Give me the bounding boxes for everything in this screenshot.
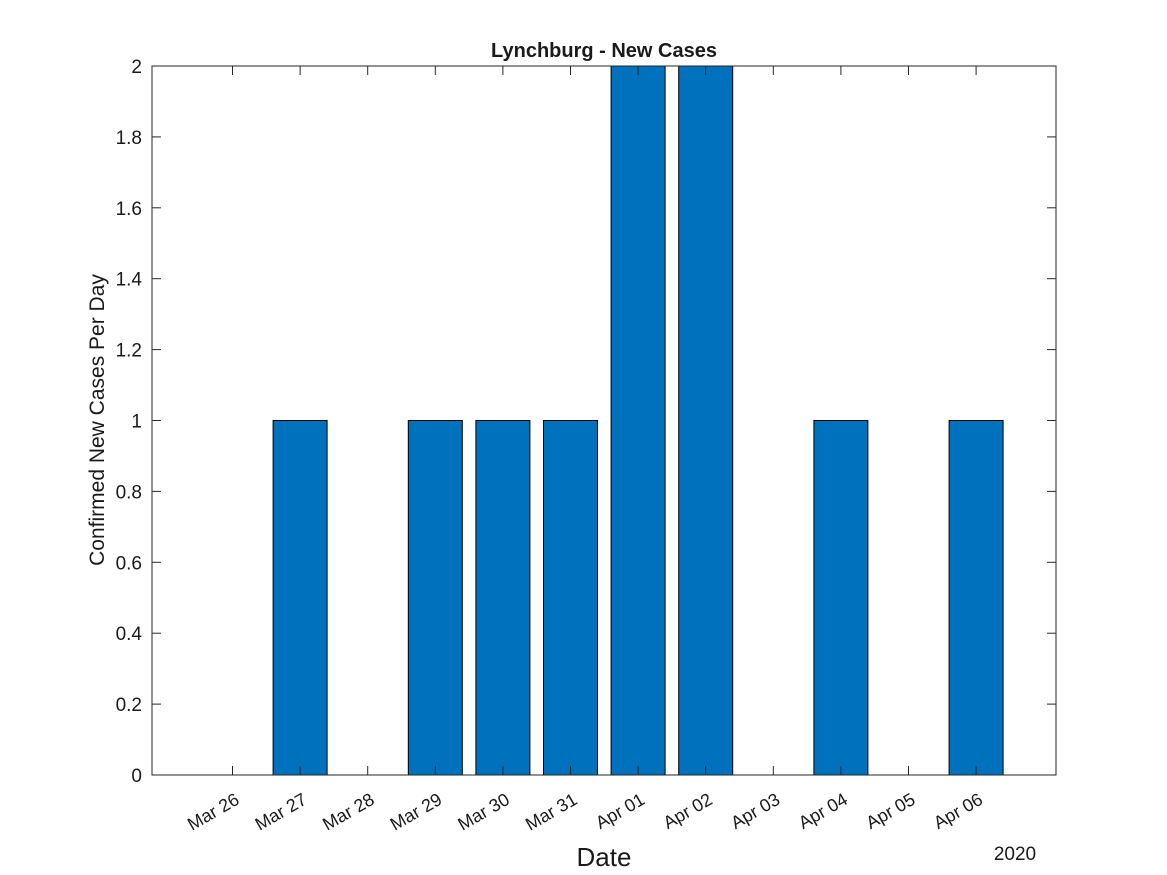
y-axis-label: Confirmed New Cases Per Day — [86, 274, 109, 566]
x-axis-year-label: 2020 — [994, 844, 1036, 865]
bar — [678, 65, 734, 776]
y-tick-label: 0.6 — [116, 553, 142, 574]
y-tick-labels: 0 0.2 0.4 0.6 0.8 1 1.2 1.4 1.6 1.8 2 — [116, 57, 143, 787]
y-tick-label: 1 — [131, 412, 142, 433]
bar — [543, 420, 598, 776]
y-tick-label: 0 — [131, 766, 142, 787]
bar — [272, 420, 328, 776]
y-tick-label: 1.4 — [116, 270, 143, 291]
y-tick-label: 0.4 — [116, 624, 143, 645]
bar — [475, 420, 531, 776]
x-axis-label: Date — [577, 842, 632, 872]
bar — [813, 420, 869, 776]
chart-title: Lynchburg - New Cases — [491, 40, 717, 62]
plot-area-frame — [151, 65, 1057, 776]
bar — [948, 420, 1004, 776]
y-tick-label: 1.2 — [116, 341, 142, 362]
bars-group — [272, 65, 1004, 776]
bar — [407, 420, 463, 776]
bar — [610, 65, 666, 776]
y-tick-label: 2 — [131, 57, 142, 78]
y-tick-label: 1.6 — [116, 199, 142, 220]
y-tick-label: 0.2 — [116, 695, 142, 716]
y-tick-label: 1.8 — [116, 128, 142, 149]
y-tick-label: 0.8 — [116, 482, 142, 503]
